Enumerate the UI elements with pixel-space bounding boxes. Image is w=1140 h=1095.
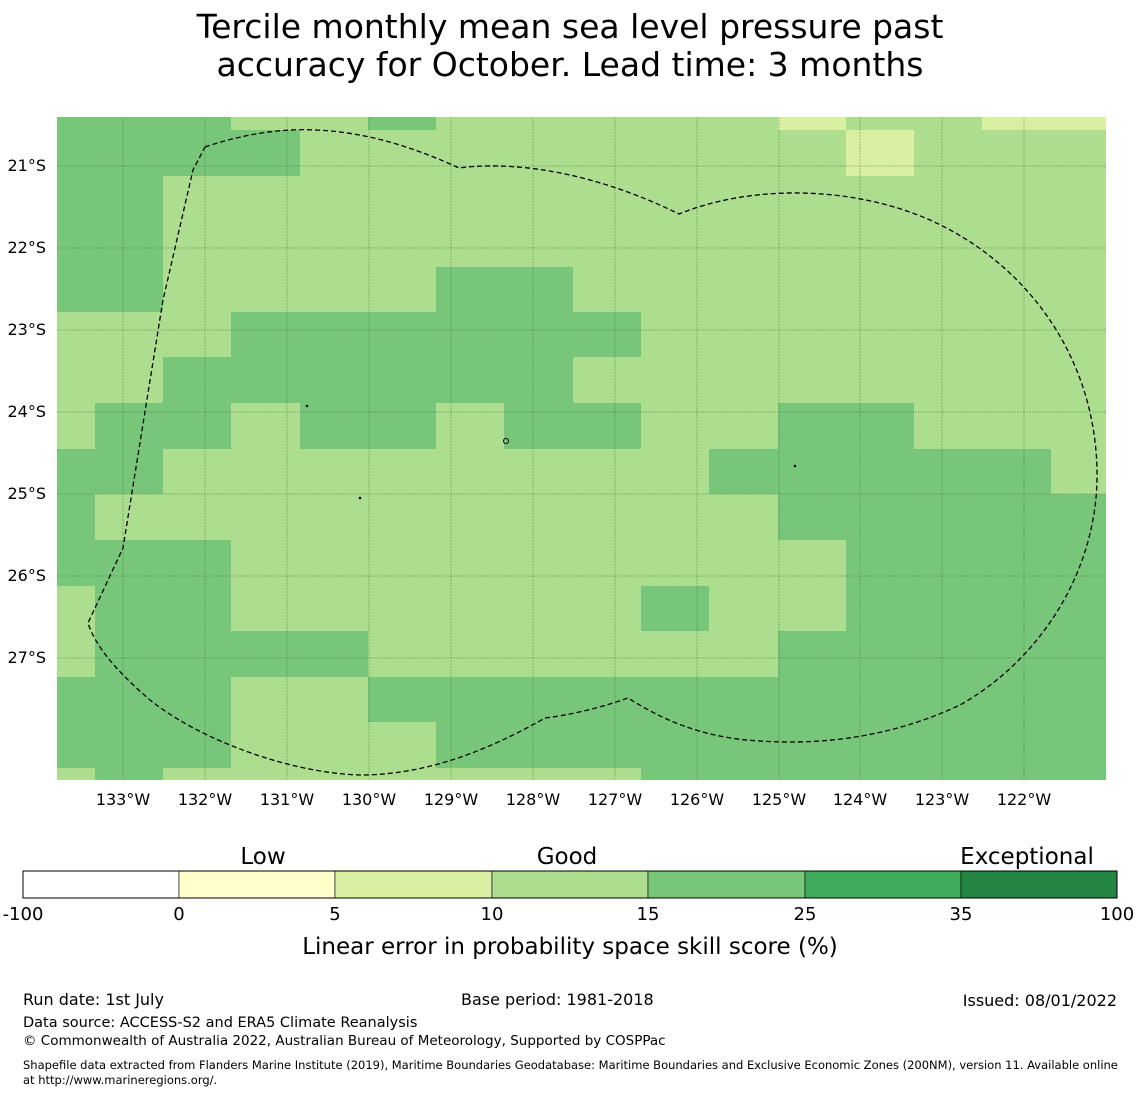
- colorbar-segment: [334, 870, 493, 899]
- skill-cell: [57, 494, 95, 540]
- skill-cell: [95, 631, 368, 677]
- skill-cell: [436, 722, 1106, 768]
- skill-cell: [300, 403, 436, 449]
- skill-cell: [641, 586, 709, 631]
- latitude-labels: 21°S 22°S 23°S 24°S 25°S 26°S 27°S: [7, 156, 46, 667]
- skill-cell: [57, 677, 231, 722]
- skill-cell: [846, 130, 914, 176]
- graticule: [57, 117, 1106, 780]
- colorbar-segment: [647, 870, 806, 899]
- colorbar-segment: [178, 870, 336, 899]
- skill-cell: [95, 586, 231, 631]
- skill-cells-5-10: [778, 117, 1106, 176]
- colorbar-segment: [22, 870, 180, 899]
- lat-label: 24°S: [7, 402, 46, 421]
- skill-cell: [163, 357, 573, 403]
- lon-label: 129°W: [424, 790, 479, 809]
- colorbar-category-low: Low: [240, 844, 285, 870]
- skill-cell: [57, 130, 300, 176]
- skill-cell: [231, 312, 641, 357]
- skill-cell: [368, 677, 1106, 722]
- lat-label: 27°S: [7, 648, 46, 667]
- skill-cell: [436, 267, 573, 312]
- lon-label: 122°W: [997, 790, 1052, 809]
- run-date: Run date: 1st July: [23, 990, 164, 1009]
- colorbar-category-exceptional: Exceptional: [960, 844, 1094, 870]
- skill-cell: [57, 176, 163, 312]
- data-source: Data source: ACCESS-S2 and ERA5 Climate …: [23, 1015, 418, 1031]
- colorbar: [22, 870, 1118, 899]
- colorbar-tick: 25: [794, 904, 817, 925]
- skill-cell: [982, 117, 1106, 130]
- lon-label: 126°W: [670, 790, 725, 809]
- skill-cell: [368, 117, 436, 130]
- lon-label: 133°W: [96, 790, 151, 809]
- base-period: Base period: 1981-2018: [461, 990, 654, 1009]
- skill-cell: [57, 722, 231, 768]
- skill-cell: [95, 768, 163, 780]
- lat-label: 22°S: [7, 238, 46, 257]
- colorbar-tick: 5: [329, 904, 340, 925]
- skill-cell: [778, 117, 846, 130]
- skill-cell: [846, 586, 1106, 631]
- lon-label: 128°W: [506, 790, 561, 809]
- lat-label: 23°S: [7, 320, 46, 339]
- lon-label: 131°W: [260, 790, 315, 809]
- map-title-line-2: accuracy for October. Lead time: 3 month…: [216, 45, 924, 84]
- eez-boundary: [87, 129, 1098, 776]
- colorbar-tick: 35: [950, 904, 973, 925]
- lat-label: 26°S: [7, 566, 46, 585]
- lon-label: 127°W: [588, 790, 643, 809]
- lon-label: 132°W: [178, 790, 233, 809]
- issued-date: Issued: 08/01/2022: [962, 991, 1117, 1010]
- lon-label: 125°W: [752, 790, 807, 809]
- colorbar-tick: -100: [3, 904, 44, 925]
- skill-cell: [504, 403, 641, 449]
- map-title-line-1: Tercile monthly mean sea level pressure …: [196, 7, 944, 46]
- shapefile-credit: Shapefile data extracted from Flanders M…: [23, 1058, 1118, 1087]
- skill-cell: [709, 449, 1051, 494]
- lon-label: 124°W: [833, 790, 888, 809]
- island-marks: [305, 404, 797, 500]
- copyright: © Commonwealth of Australia 2022, Austra…: [23, 1033, 666, 1049]
- lat-label: 21°S: [7, 156, 46, 175]
- colorbar-tick: 0: [173, 904, 184, 925]
- colorbar-category-good: Good: [537, 844, 598, 870]
- skill-cell: [778, 403, 914, 449]
- colorbar-tick: 15: [637, 904, 660, 925]
- skill-cell: [641, 768, 1106, 780]
- colorbar-segment: [960, 870, 1118, 899]
- skill-cell: [95, 403, 231, 449]
- colorbar-ticks: -100 0 5 10 15 25 35 100: [3, 904, 1135, 925]
- lat-label: 25°S: [7, 484, 46, 503]
- lon-label: 130°W: [342, 790, 397, 809]
- colorbar-tick: 100: [1100, 904, 1134, 925]
- skill-cell: [57, 117, 231, 130]
- lon-label: 123°W: [915, 790, 970, 809]
- longitude-labels: 133°W 132°W 131°W 130°W 129°W 128°W 127°…: [96, 790, 1052, 809]
- colorbar-label: Linear error in probability space skill …: [302, 934, 838, 960]
- skill-cell: [57, 449, 163, 494]
- skill-cell: [846, 540, 1106, 586]
- colorbar-segment: [804, 870, 962, 899]
- colorbar-tick: 10: [481, 904, 504, 925]
- skill-cells-15-25: [57, 117, 1106, 780]
- colorbar-segment: [491, 870, 649, 899]
- skill-cell: [57, 540, 231, 586]
